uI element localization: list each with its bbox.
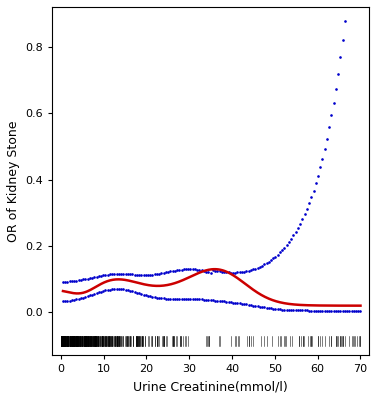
Y-axis label: OR of Kidney Stone: OR of Kidney Stone bbox=[7, 120, 20, 242]
X-axis label: Urine Creatinine(mmol/l): Urine Creatinine(mmol/l) bbox=[133, 380, 288, 393]
